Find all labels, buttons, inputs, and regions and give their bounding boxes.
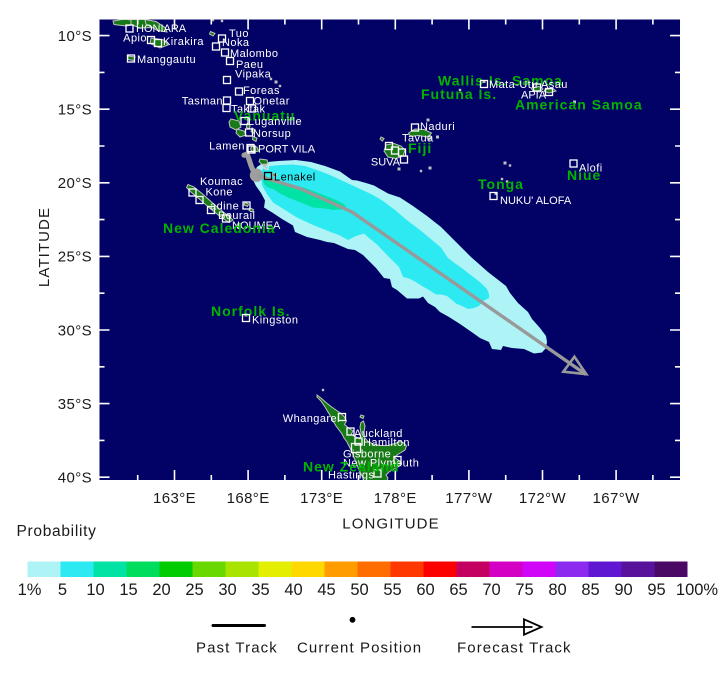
svg-text:Manggautu: Manggautu [137, 54, 196, 66]
svg-text:80: 80 [548, 581, 566, 599]
svg-text:Past Track: Past Track [196, 640, 278, 657]
svg-text:168°E: 168°E [227, 490, 270, 507]
svg-text:Hastings: Hastings [328, 469, 374, 481]
svg-text:5: 5 [58, 581, 67, 599]
svg-text:15: 15 [119, 581, 137, 599]
svg-text:10°S: 10°S [58, 28, 92, 45]
svg-text:Forecast Track: Forecast Track [457, 640, 572, 657]
svg-text:85: 85 [581, 581, 599, 599]
svg-text:30: 30 [218, 581, 236, 599]
svg-text:Onetar: Onetar [254, 95, 290, 107]
svg-text:Lamen: Lamen [209, 140, 245, 152]
svg-text:173°E: 173°E [300, 490, 343, 507]
svg-text:25°S: 25°S [58, 249, 92, 266]
svg-text:Taktak: Taktak [231, 103, 266, 115]
svg-text:LATITUDE: LATITUDE [36, 207, 53, 287]
svg-text:95: 95 [647, 581, 665, 599]
svg-text:Vanuatu: Vanuatu [234, 108, 295, 124]
svg-text:Fiji: Fiji [408, 140, 432, 156]
svg-text:Kone: Kone [206, 186, 234, 198]
svg-text:APIA: APIA [521, 89, 547, 101]
svg-text:Tonga: Tonga [478, 176, 524, 192]
svg-text:178°E: 178°E [374, 490, 417, 507]
svg-text:adine: adine [210, 200, 239, 212]
svg-text:Wallis Is.: Wallis Is. [438, 72, 507, 88]
svg-text:New Caledonia: New Caledonia [163, 220, 276, 236]
svg-text:Tasman: Tasman [182, 95, 223, 107]
svg-text:65: 65 [449, 581, 467, 599]
svg-text:50: 50 [350, 581, 368, 599]
svg-text:Foreas: Foreas [243, 85, 280, 97]
svg-text:Vipaka: Vipaka [235, 68, 272, 80]
svg-text:Gisborne: Gisborne [343, 448, 391, 460]
svg-text:Kirakira: Kirakira [163, 36, 204, 48]
svg-text:10: 10 [86, 581, 104, 599]
svg-text:Kingston: Kingston [252, 314, 298, 326]
svg-text:163°E: 163°E [153, 490, 196, 507]
svg-text:Koumac: Koumac [200, 176, 243, 188]
svg-text:70: 70 [482, 581, 500, 599]
svg-text:75: 75 [515, 581, 533, 599]
svg-text:Norfolk Is.: Norfolk Is. [211, 303, 290, 319]
svg-text:SUVA: SUVA [371, 156, 401, 168]
svg-text:167°W: 167°W [593, 490, 641, 507]
svg-text:Alofi: Alofi [579, 162, 603, 174]
svg-text:Probability: Probability [17, 523, 97, 540]
svg-text:Paeu: Paeu [236, 59, 264, 71]
svg-text:40°S: 40°S [58, 470, 92, 487]
svg-text:1%: 1% [18, 581, 42, 599]
svg-text:New Zealand: New Zealand [303, 458, 400, 474]
svg-text:Mata-Utu: Mata-Utu [489, 79, 538, 91]
svg-text:NOUMEA: NOUMEA [232, 220, 281, 232]
svg-text:100%: 100% [676, 581, 719, 599]
svg-text:Niue: Niue [567, 167, 601, 183]
svg-text:Tavua: Tavua [402, 132, 434, 144]
svg-text:Naduri: Naduri [420, 121, 455, 133]
svg-text:90: 90 [614, 581, 632, 599]
svg-text:NUKU' ALOFA: NUKU' ALOFA [500, 195, 572, 207]
svg-text:20°S: 20°S [58, 175, 92, 192]
svg-text:New Plymouth: New Plymouth [343, 457, 419, 469]
svg-text:30°S: 30°S [58, 322, 92, 339]
svg-text:Apio: Apio [123, 32, 147, 44]
svg-text:Noka: Noka [222, 37, 250, 49]
svg-text:Current Position: Current Position [297, 640, 422, 657]
svg-text:HONIARA: HONIARA [136, 23, 187, 35]
svg-text:20: 20 [152, 581, 170, 599]
svg-text:25: 25 [185, 581, 203, 599]
svg-text:Hamilton: Hamilton [363, 437, 410, 449]
svg-text:Futuna Is.: Futuna Is. [421, 86, 497, 102]
svg-text:Luganville: Luganville [248, 116, 302, 128]
svg-text:Malombo: Malombo [230, 48, 278, 60]
svg-text:55: 55 [383, 581, 401, 599]
svg-text:35: 35 [251, 581, 269, 599]
svg-text:35°S: 35°S [58, 396, 92, 413]
svg-text:Auckland: Auckland [354, 428, 403, 440]
svg-text:45: 45 [317, 581, 335, 599]
svg-text:LONGITUDE: LONGITUDE [342, 516, 439, 533]
svg-text:Whangarei: Whangarei [283, 413, 340, 425]
svg-text:60: 60 [416, 581, 434, 599]
svg-text:40: 40 [284, 581, 302, 599]
svg-text:Bourail: Bourail [218, 210, 255, 222]
svg-text:American Samoa: American Samoa [515, 96, 643, 112]
svg-text:Samoa: Samoa [512, 72, 563, 88]
svg-text:172°W: 172°W [519, 490, 567, 507]
svg-text:Lenakel: Lenakel [274, 171, 316, 183]
svg-text:PORT VILA: PORT VILA [258, 143, 316, 155]
svg-text:Tuo: Tuo [229, 28, 249, 40]
svg-text:Norsup: Norsup [253, 128, 291, 140]
svg-text:15°S: 15°S [58, 102, 92, 119]
svg-text:177°W: 177°W [445, 490, 493, 507]
